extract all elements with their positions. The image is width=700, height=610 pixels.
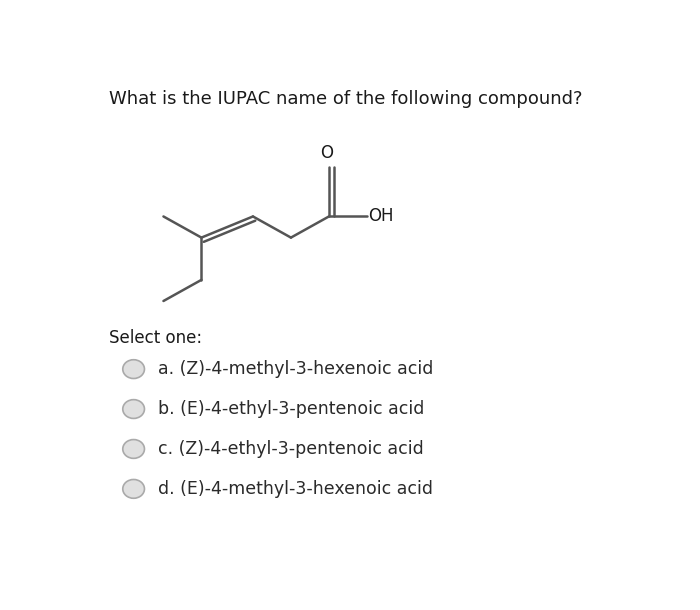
Circle shape <box>122 400 144 418</box>
Text: What is the IUPAC name of the following compound?: What is the IUPAC name of the following … <box>109 90 582 107</box>
Text: OH: OH <box>368 207 393 226</box>
Text: c. (Z)-4-ethyl-3-pentenoic acid: c. (Z)-4-ethyl-3-pentenoic acid <box>158 440 424 458</box>
Text: d. (E)-4-methyl-3-hexenoic acid: d. (E)-4-methyl-3-hexenoic acid <box>158 480 433 498</box>
Text: b. (E)-4-ethyl-3-pentenoic acid: b. (E)-4-ethyl-3-pentenoic acid <box>158 400 424 418</box>
Circle shape <box>122 360 144 378</box>
Text: a. (Z)-4-methyl-3-hexenoic acid: a. (Z)-4-methyl-3-hexenoic acid <box>158 360 433 378</box>
Circle shape <box>122 440 144 458</box>
Circle shape <box>122 479 144 498</box>
Text: O: O <box>320 145 332 162</box>
Text: Select one:: Select one: <box>109 329 202 347</box>
